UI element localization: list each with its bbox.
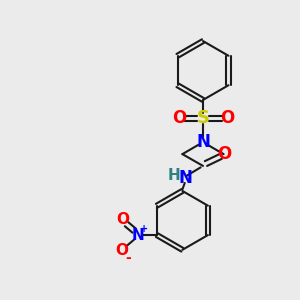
Text: S: S — [196, 109, 209, 127]
Text: O: O — [115, 243, 128, 258]
Text: N: N — [196, 133, 210, 151]
Text: H: H — [168, 168, 181, 183]
Text: N: N — [131, 228, 144, 243]
Text: -: - — [125, 251, 131, 265]
Text: N: N — [178, 169, 192, 187]
Text: O: O — [172, 109, 186, 127]
Text: O: O — [220, 109, 234, 127]
Text: +: + — [140, 224, 148, 234]
Text: O: O — [116, 212, 130, 227]
Text: O: O — [217, 145, 231, 163]
